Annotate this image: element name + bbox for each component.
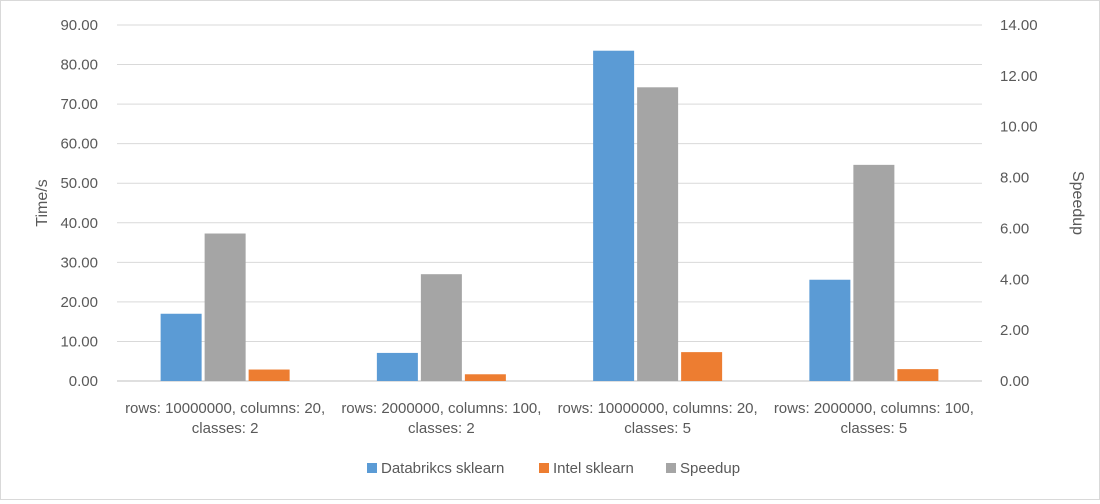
bar-intel-sklearn <box>897 369 939 381</box>
bar-speedup <box>420 274 462 381</box>
bar-intel-sklearn <box>248 369 290 381</box>
bar-databrikcs-sklearn <box>809 279 851 381</box>
x-category-label: rows: 2000000, columns: 100, classes: 5 <box>774 400 974 437</box>
legend-item: Databrikcs sklearn <box>367 460 504 477</box>
legend-swatch <box>666 463 676 473</box>
legend-item: Intel sklearn <box>539 460 634 477</box>
x-category-label: rows: 10000000, columns: 20, classes: 5 <box>558 400 758 437</box>
bar-intel-sklearn <box>464 374 506 381</box>
bars <box>160 50 939 382</box>
y-left-tick-label: 70.00 <box>60 96 98 113</box>
y-right-tick-label: 4.00 <box>1000 271 1029 288</box>
y-axis-left-ticks: 0.00 10.00 20.00 30.00 40.00 50.00 60.00 70.00 8… <box>60 17 98 390</box>
category-group <box>593 50 723 382</box>
y-right-tick-label: 2.00 <box>1000 322 1029 339</box>
x-category-label-line: classes: 5 <box>841 420 908 437</box>
bar-databrikcs-sklearn <box>593 50 635 381</box>
category-group <box>160 233 290 381</box>
y-left-tick-label: 60.00 <box>60 136 98 153</box>
bar-speedup <box>204 233 246 381</box>
x-category-label-line: rows: 10000000, columns: 20, <box>125 400 325 417</box>
y-right-tick-label: 14.00 <box>1000 17 1038 34</box>
x-category-label-line: rows: 10000000, columns: 20, <box>558 400 758 417</box>
bar-databrikcs-sklearn <box>160 313 202 381</box>
y-right-tick-label: 0.00 <box>1000 373 1029 390</box>
y-left-tick-label: 10.00 <box>60 333 98 350</box>
y-left-tick-label: 40.00 <box>60 215 98 232</box>
x-category-label-line: classes: 2 <box>192 420 259 437</box>
y-right-tick-label: 10.00 <box>1000 119 1038 136</box>
y-axis-right-ticks: 0.00 2.00 4.00 6.00 8.00 10.00 12.00 14.00 <box>1000 17 1038 390</box>
y-axis-right-title: Speedup <box>1069 171 1086 235</box>
x-category-label: rows: 2000000, columns: 100, classes: 2 <box>341 400 541 437</box>
bar-databrikcs-sklearn <box>376 352 418 381</box>
legend: Databrikcs sklearn Intel sklearn Speedup <box>367 460 740 477</box>
y-left-tick-label: 30.00 <box>60 254 98 271</box>
x-category-label-line: rows: 2000000, columns: 100, <box>774 400 974 417</box>
y-axis-left-title: Time/s <box>34 179 51 226</box>
legend-swatch <box>539 463 549 473</box>
y-left-tick-label: 80.00 <box>60 57 98 74</box>
x-category-label-line: classes: 5 <box>624 420 691 437</box>
gridlines <box>117 24 982 382</box>
y-right-tick-label: 6.00 <box>1000 220 1029 237</box>
bar-intel-sklearn <box>681 352 723 381</box>
x-category-label: rows: 10000000, columns: 20, classes: 2 <box>125 400 325 437</box>
x-category-label-line: rows: 2000000, columns: 100, <box>341 400 541 417</box>
legend-label: Speedup <box>680 460 740 477</box>
legend-item: Speedup <box>666 460 740 477</box>
category-group <box>809 164 939 381</box>
legend-label: Databrikcs sklearn <box>381 460 504 477</box>
y-right-tick-label: 8.00 <box>1000 170 1029 187</box>
bar-speedup <box>637 87 679 382</box>
bar-speedup <box>853 164 895 381</box>
legend-swatch <box>367 463 377 473</box>
x-axis-category-labels: rows: 10000000, columns: 20, classes: 2ro… <box>125 400 974 437</box>
legend-label: Intel sklearn <box>553 460 634 477</box>
y-left-tick-label: 20.00 <box>60 294 98 311</box>
y-right-tick-label: 12.00 <box>1000 68 1038 85</box>
y-left-tick-label: 90.00 <box>60 17 98 34</box>
y-left-tick-label: 50.00 <box>60 175 98 192</box>
x-category-label-line: classes: 2 <box>408 420 475 437</box>
y-left-tick-label: 0.00 <box>69 373 98 390</box>
category-group <box>376 274 506 381</box>
